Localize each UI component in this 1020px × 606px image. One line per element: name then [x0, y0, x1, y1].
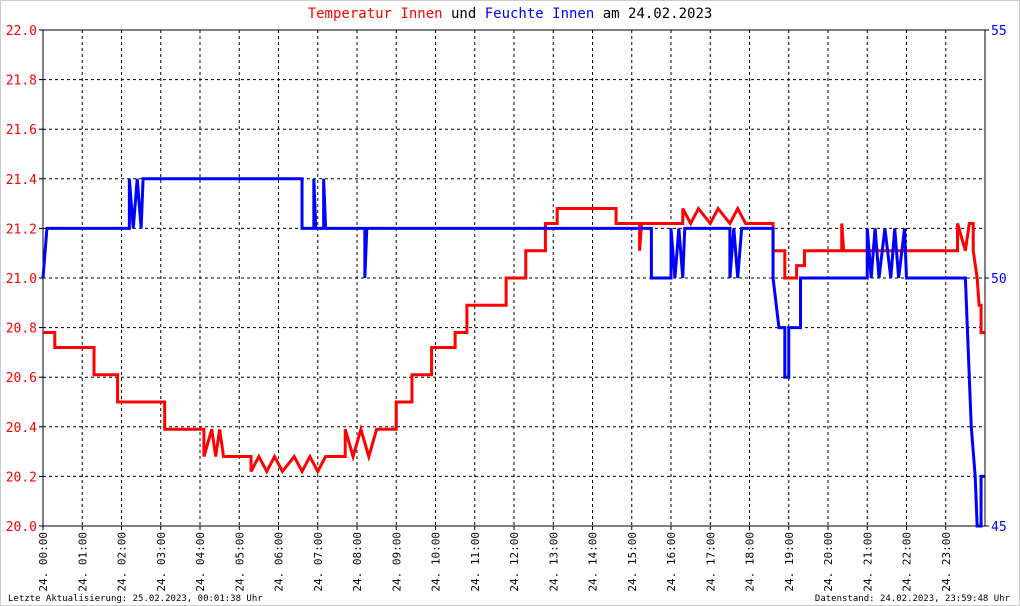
y-tick-label: 22.0 [6, 24, 37, 39]
y-tick-label: 20.4 [6, 421, 37, 436]
x-tick-label: 24. 12:00 [508, 532, 521, 592]
x-tick-label: 24. 23:00 [940, 532, 953, 592]
x-tick-label: 24. 18:00 [744, 532, 757, 592]
y-tick-label: 21.6 [6, 123, 37, 138]
x-tick-label: 24. 09:00 [390, 532, 403, 592]
x-tick-label: 24. 16:00 [665, 532, 678, 592]
x-tick-label: 24. 03:00 [155, 532, 168, 592]
y-tick-label: 21.8 [6, 74, 37, 89]
x-tick-label: 24. 10:00 [430, 532, 443, 592]
x-tick-label: 24. 13:00 [547, 532, 560, 592]
y-tick-label: 21.2 [6, 222, 37, 237]
series-line [43, 205, 985, 475]
y-tick-label: 20.0 [6, 520, 37, 535]
x-tick-label: 24. 22:00 [901, 532, 914, 592]
x-tick-label: 24. 00:00 [37, 532, 50, 592]
x-tick-label: 24. 17:00 [704, 532, 717, 592]
y-tick-label: 21.0 [6, 272, 37, 287]
x-tick-label: 24. 07:00 [312, 532, 325, 592]
x-tick-label: 24. 06:00 [273, 532, 286, 592]
x-tick-label: 24. 04:00 [194, 532, 207, 592]
y-tick-label: 20.2 [6, 470, 37, 485]
footer-left: Letzte Aktualisierung: 25.02.2023, 00:01… [8, 594, 263, 604]
series-line [41, 177, 985, 528]
y-tick-label: 20.8 [6, 322, 37, 337]
x-tick-label: 24. 20:00 [822, 532, 835, 592]
x-tick-label: 24. 01:00 [76, 532, 89, 592]
x-tick-label: 24. 08:00 [351, 532, 364, 592]
x-tick-label: 24. 11:00 [469, 532, 482, 592]
x-tick-label: 24. 19:00 [783, 532, 796, 592]
y-tick-label: 21.4 [6, 173, 37, 188]
y-tick-label: 20.6 [6, 371, 37, 386]
title-series-1: Temperatur Innen [308, 6, 443, 22]
chart-title: Temperatur Innen und Feuchte Innen am 24… [308, 6, 713, 22]
footer-right: Datenstand: 24.02.2023, 23:59:48 Uhr [815, 594, 1011, 604]
y2-tick-label: 50 [991, 272, 1007, 287]
x-tick-label: 24. 15:00 [626, 532, 639, 592]
x-tick-label: 24. 05:00 [233, 532, 246, 592]
y2-tick-label: 55 [991, 24, 1007, 39]
x-tick-label: 24. 21:00 [861, 532, 874, 592]
x-tick-label: 24. 14:00 [587, 532, 600, 592]
title-suffix: am 24.02.2023 [603, 6, 713, 22]
title-series-2: Feuchte Innen [485, 6, 595, 22]
title-connector: und [451, 6, 476, 22]
x-tick-label: 24. 02:00 [116, 532, 129, 592]
y2-tick-label: 45 [991, 520, 1007, 535]
